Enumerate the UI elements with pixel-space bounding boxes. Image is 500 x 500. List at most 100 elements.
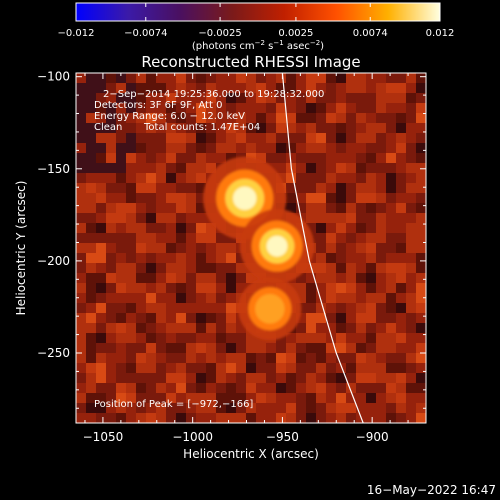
- image-pixel: [106, 113, 116, 123]
- image-pixel: [416, 293, 426, 303]
- image-pixel: [326, 293, 336, 303]
- image-pixel: [256, 373, 266, 383]
- image-pixel: [196, 303, 206, 313]
- image-pixel: [396, 333, 406, 343]
- image-pixel: [286, 373, 296, 383]
- image-pixel: [106, 243, 116, 253]
- image-pixel: [106, 233, 116, 243]
- image-pixel: [296, 83, 306, 93]
- image-pixel: [176, 83, 186, 93]
- image-pixel: [236, 413, 246, 423]
- image-pixel: [326, 313, 336, 323]
- image-pixel: [176, 193, 186, 203]
- image-pixel: [236, 363, 246, 373]
- image-pixel: [216, 403, 226, 413]
- image-pixel: [76, 223, 86, 233]
- image-pixel: [176, 313, 186, 323]
- image-pixel: [176, 403, 186, 413]
- image-pixel: [406, 213, 416, 223]
- image-pixel: [366, 333, 376, 343]
- image-pixel: [176, 213, 186, 223]
- image-pixel: [406, 303, 416, 313]
- image-pixel: [136, 243, 146, 253]
- image-pixel: [386, 283, 396, 293]
- image-pixel: [186, 233, 196, 243]
- image-pixel: [186, 153, 196, 163]
- image-pixel: [366, 183, 376, 193]
- image-pixel: [106, 183, 116, 193]
- image-pixel: [116, 183, 126, 193]
- image-pixel: [226, 143, 236, 153]
- y-axis: −100 −150 −200 −250: [37, 70, 426, 409]
- image-pixel: [346, 93, 356, 103]
- image-pixel: [406, 393, 416, 403]
- image-pixel: [216, 303, 226, 313]
- image-pixel: [356, 203, 366, 213]
- image-pixel: [176, 113, 186, 123]
- image-pixel: [396, 203, 406, 213]
- image-pixel: [326, 363, 336, 373]
- image-pixel: [316, 263, 326, 273]
- image-pixel: [146, 233, 156, 243]
- image-pixel: [236, 73, 246, 83]
- image-pixel: [106, 253, 116, 263]
- image-pixel: [126, 293, 136, 303]
- image-pixel: [96, 383, 106, 393]
- image-pixel: [106, 393, 116, 403]
- image-pixel: [396, 353, 406, 363]
- image-pixel: [406, 413, 416, 423]
- image-pixel: [376, 243, 386, 253]
- image-pixel: [386, 273, 396, 283]
- image-pixel: [216, 233, 226, 243]
- image-pixel: [146, 153, 156, 163]
- image-pixel: [246, 383, 256, 393]
- image-pixel: [216, 133, 226, 143]
- image-pixel: [216, 333, 226, 343]
- image-pixel: [376, 323, 386, 333]
- image-pixel: [326, 103, 336, 113]
- image-pixel: [346, 373, 356, 383]
- image-pixel: [416, 163, 426, 173]
- image-pixel: [366, 253, 376, 263]
- image-pixel: [416, 113, 426, 123]
- image-pixel: [356, 143, 366, 153]
- image-pixel: [386, 323, 396, 333]
- image-pixel: [306, 363, 316, 373]
- image-pixel: [196, 123, 206, 133]
- image-pixel: [236, 93, 246, 103]
- image-pixel: [96, 93, 106, 103]
- image-pixel: [316, 273, 326, 283]
- image-pixel: [416, 333, 426, 343]
- image-pixel: [86, 233, 96, 243]
- image-pixel: [226, 113, 236, 123]
- image-pixel: [176, 283, 186, 293]
- image-pixel: [186, 163, 196, 173]
- image-pixel: [366, 213, 376, 223]
- image-pixel: [296, 393, 306, 403]
- image-pixel: [376, 83, 386, 93]
- image-pixel: [116, 233, 126, 243]
- image-pixel: [346, 403, 356, 413]
- image-pixel: [116, 313, 126, 323]
- image-pixel: [336, 333, 346, 343]
- image-pixel: [346, 203, 356, 213]
- image-pixel: [76, 393, 86, 403]
- image-pixel: [96, 323, 106, 333]
- image-pixel: [116, 223, 126, 233]
- image-pixel: [236, 343, 246, 353]
- image-pixel: [296, 163, 306, 173]
- image-pixel: [146, 193, 156, 203]
- image-pixel: [116, 293, 126, 303]
- image-pixel: [276, 133, 286, 143]
- image-pixel: [116, 153, 126, 163]
- colorbar-strip: [76, 3, 440, 21]
- image-pixel: [336, 133, 346, 143]
- image-pixel: [126, 283, 136, 293]
- image-pixel: [326, 133, 336, 143]
- image-pixel: [196, 163, 206, 173]
- image-pixel: [386, 353, 396, 363]
- image-pixel: [206, 123, 216, 133]
- image-pixel: [336, 73, 346, 83]
- image-pixel: [356, 223, 366, 233]
- image-pixel: [406, 403, 416, 413]
